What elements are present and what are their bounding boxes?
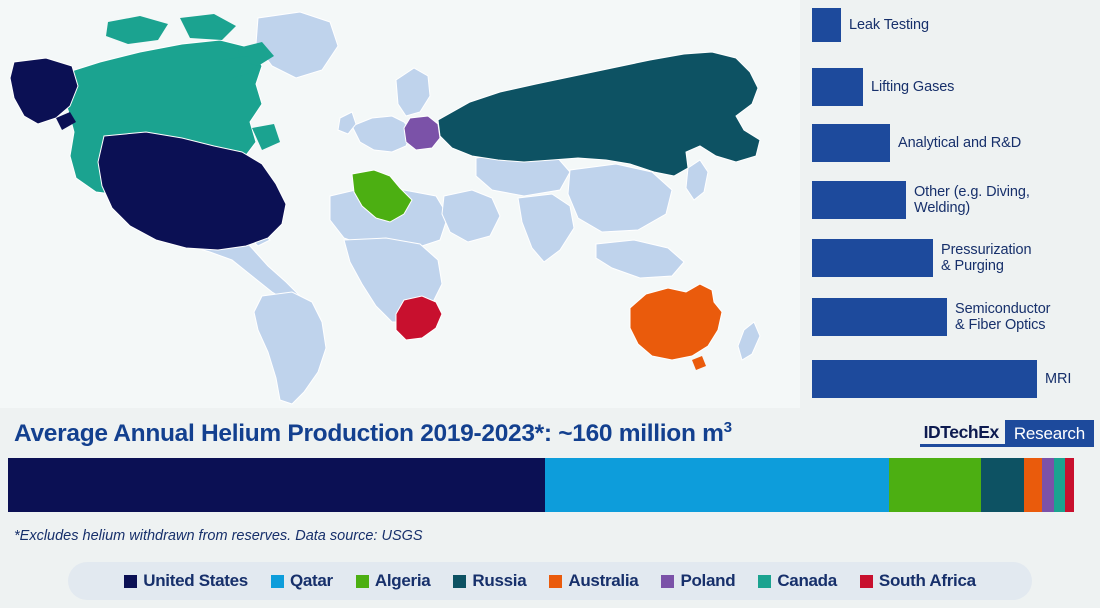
- footnote: *Excludes helium withdrawn from reserves…: [14, 528, 423, 544]
- bar-mri: [812, 360, 1037, 398]
- bar-row-lifting-gases: Lifting Gases: [812, 68, 954, 106]
- country-legend: United States Qatar Algeria Russia Austr…: [68, 562, 1032, 600]
- legend-item-united-states[interactable]: United States: [124, 571, 248, 591]
- map-country-russia: [437, 51, 761, 177]
- stack-segment-united-states[interactable]: [8, 458, 546, 512]
- legend-swatch-united-states: [124, 574, 138, 588]
- bar-label-lifting-gases: Lifting Gases: [871, 78, 955, 95]
- legend-label-australia: Australia: [568, 571, 639, 590]
- brand-name: IDTechEx: [919, 420, 1005, 447]
- page-title: Average Annual Helium Production 2019-20…: [14, 419, 732, 448]
- legend-label-south-africa: South Africa: [878, 571, 976, 590]
- legend-label-poland: Poland: [680, 571, 736, 590]
- bar-row-leak-testing: Leak Testing: [812, 8, 929, 42]
- brand-suffix: Research: [1004, 420, 1094, 447]
- legend-swatch-algeria: [355, 574, 369, 588]
- bar-pressurization-purging: [812, 239, 933, 277]
- bar-semiconductor-fiber-optics: [812, 298, 947, 336]
- stack-segment-australia[interactable]: [1023, 458, 1042, 512]
- applications-bar-chart: Leak Testing Lifting Gases Analytical an…: [800, 0, 1100, 408]
- stack-segment-poland[interactable]: [1041, 458, 1054, 512]
- production-stacked-bar: [8, 458, 1093, 512]
- map-country-algeria: [351, 169, 413, 223]
- legend-swatch-qatar: [270, 574, 284, 588]
- legend-label-russia: Russia: [472, 571, 527, 590]
- bar-leak-testing: [812, 8, 841, 42]
- world-map: [0, 0, 800, 408]
- legend-item-qatar[interactable]: Qatar: [270, 571, 333, 591]
- bar-other: [812, 181, 906, 219]
- legend-item-australia[interactable]: Australia: [549, 571, 639, 591]
- legend-item-poland[interactable]: Poland: [661, 571, 736, 591]
- map-country-south-africa: [395, 295, 443, 341]
- stack-segment-qatar[interactable]: [545, 458, 889, 512]
- brand-logo[interactable]: IDTechEx Research: [919, 420, 1094, 447]
- legend-item-algeria[interactable]: Algeria: [355, 571, 431, 591]
- legend-swatch-south-africa: [859, 574, 873, 588]
- bar-label-analytical-rd: Analytical and R&D: [898, 134, 1022, 151]
- legend-label-algeria: Algeria: [374, 571, 431, 590]
- bar-label-mri: MRI: [1045, 370, 1072, 387]
- world-map-panel: [0, 0, 800, 408]
- legend-swatch-australia: [549, 574, 563, 588]
- bar-row-other: Other (e.g. Diving, Welding): [812, 181, 1030, 219]
- legend-label-qatar: Qatar: [289, 571, 333, 590]
- map-country-poland: [403, 115, 441, 151]
- legend-swatch-russia: [453, 574, 467, 588]
- bar-lifting-gases: [812, 68, 863, 106]
- bar-analytical-rd: [812, 124, 890, 162]
- bar-row-analytical-rd: Analytical and R&D: [812, 124, 1021, 162]
- bar-label-leak-testing: Leak Testing: [849, 16, 929, 33]
- stack-segment-canada[interactable]: [1053, 458, 1065, 512]
- map-country-united-states: [9, 57, 287, 251]
- page-title-text: Average Annual Helium Production 2019-20…: [14, 420, 724, 448]
- map-country-australia: [629, 283, 723, 370]
- legend-item-canada[interactable]: Canada: [758, 571, 837, 591]
- stack-segment-russia[interactable]: [981, 458, 1024, 512]
- legend-swatch-canada: [758, 574, 772, 588]
- bar-label-pressurization-purging: Pressurization & Purging: [941, 241, 1032, 274]
- bar-row-semiconductor-fiber-optics: Semiconductor & Fiber Optics: [812, 298, 1051, 336]
- stack-segment-algeria[interactable]: [889, 458, 982, 512]
- bar-row-mri: MRI: [812, 360, 1071, 398]
- page-title-superscript: 3: [723, 419, 732, 436]
- legend-swatch-poland: [661, 574, 675, 588]
- bar-row-pressurization-purging: Pressurization & Purging: [812, 239, 1032, 277]
- legend-item-south-africa[interactable]: South Africa: [859, 571, 976, 591]
- legend-label-canada: Canada: [777, 571, 837, 590]
- legend-label-united-states: United States: [143, 571, 248, 590]
- bar-label-other: Other (e.g. Diving, Welding): [914, 183, 1030, 216]
- bar-label-semiconductor-fiber-optics: Semiconductor & Fiber Optics: [955, 300, 1051, 333]
- stack-segment-south-africa[interactable]: [1064, 458, 1075, 512]
- legend-item-russia[interactable]: Russia: [453, 571, 527, 591]
- title-strip: Average Annual Helium Production 2019-20…: [0, 408, 1100, 458]
